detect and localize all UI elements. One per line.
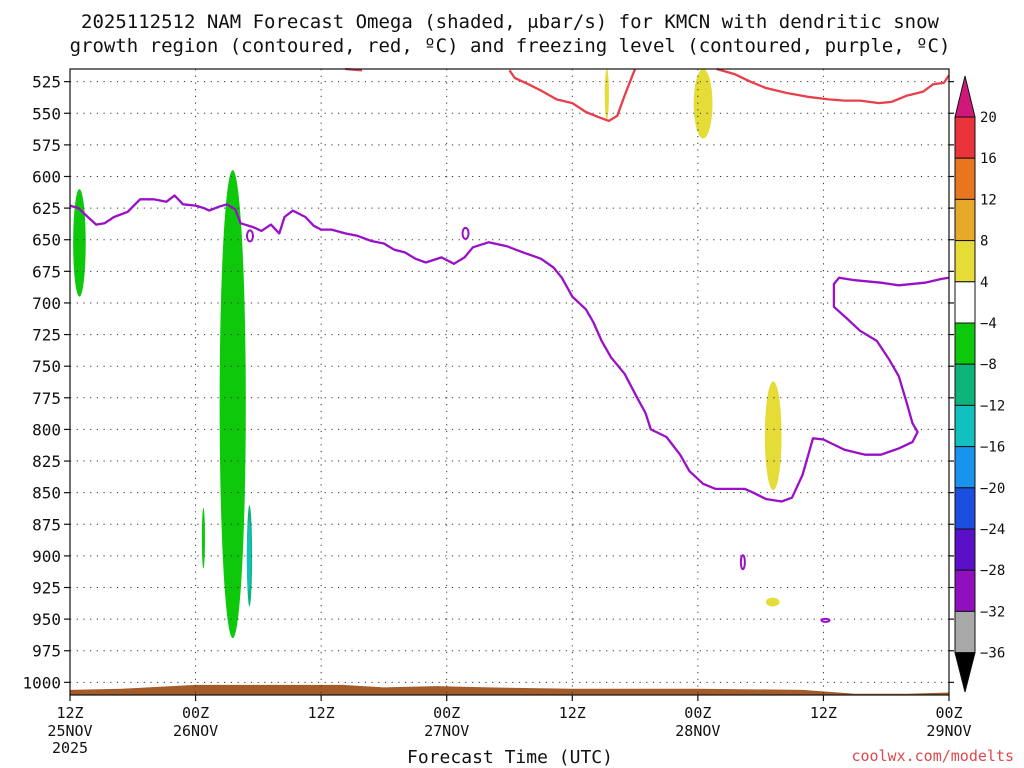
omega-region-0-2 [201,507,205,569]
y-tick-label-650: 650 [32,231,61,250]
y-tick-label-750: 750 [32,357,61,376]
watermark: coolwx.com/modelts [851,747,1014,765]
colorbar-box-5 [954,322,976,365]
y-tick-label-725: 725 [32,326,61,345]
freezing-small-contour-1 [820,617,831,623]
y-tick-label-800: 800 [32,420,61,439]
colorbar-label-3: 8 [980,234,988,250]
y-tick-label-700: 700 [32,294,61,313]
y-tick-label-975: 975 [32,642,61,661]
x-tick-date-12: 26NOV [173,722,218,740]
colorbar-label-12: −32 [980,604,1005,620]
x-tick-time-24: 12Z [308,704,335,722]
omega-region-2-0 [246,520,252,592]
x-tick-date-84: 29NOV [926,722,971,740]
y-tick-label-550: 550 [32,104,61,123]
y-tick-label-850: 850 [32,484,61,503]
colorbar-box-2 [954,198,976,242]
x-tick-time-48: 12Z [559,704,586,722]
x-tick-time-60: 00Z [684,704,711,722]
x-tick-time-36: 00Z [433,704,460,722]
colorbar-box-10 [954,528,976,571]
colorbar-label-7: −12 [980,398,1005,414]
colorbar-label-1: 16 [980,151,997,167]
y-tick-label-825: 825 [32,452,61,471]
contour-segment-1-1 [716,67,950,105]
colorbar-box-4 [954,281,976,324]
chart-title-line-1: 2025112512 NAM Forecast Omega (shaded, μ… [81,11,939,33]
gridlines [70,69,949,695]
y-tick-label-925: 925 [32,579,61,598]
omega-region-3-2 [764,381,782,491]
y-tick-label-950: 950 [32,610,61,629]
colorbar-label-5: −4 [980,316,997,332]
colorbar-top-arrow [954,75,976,118]
omega-region-0-1 [219,170,246,639]
ground-fill [70,684,949,695]
colorbar-box-0 [954,116,976,159]
colorbar-box-9 [954,487,976,530]
omega-region-3-1 [693,69,713,139]
x-tick-time-12: 00Z [182,704,209,722]
omega-region-3-0 [604,69,609,120]
colorbar-label-4: 4 [980,275,988,291]
omega-region-3-3 [765,597,780,607]
x-tick-date-36: 27NOV [424,722,469,740]
x-tick-date-60: 28NOV [675,722,720,740]
y-tick-label-1000: 1000 [22,673,61,692]
omega-shading [73,69,782,639]
y-tick-label-575: 575 [32,136,61,155]
y-tick-label-600: 600 [32,167,61,186]
colorbar-box-8 [954,446,976,489]
colorbar-label-8: −16 [980,440,1005,456]
colorbar-label-6: −8 [980,357,997,373]
contour-line-1 [508,68,637,123]
ground-surface [70,684,949,695]
contour-closed-0-0 [245,229,254,243]
colorbar-box-11 [954,569,976,612]
x-tick-time-84: 00Z [935,704,962,722]
colorbar-bottom-arrow [954,652,976,693]
colorbar-label-13: −36 [980,646,1005,662]
colorbar-box-6 [954,363,976,406]
y-tick-label-900: 900 [32,547,61,566]
chart-title-line-2: growth region (contoured, red, ºC) and f… [70,35,951,57]
colorbar-box-1 [954,157,976,200]
colorbar-label-2: 12 [980,192,997,208]
colorbar: 20 16 12 8 4 −4 −8 −12 −16 −20 −24 −28 −32 −36 [954,75,1005,693]
x-tick-year-0: 2025 [52,739,88,757]
y-tick-label-525: 525 [32,73,61,92]
colorbar-label-9: −20 [980,481,1005,497]
contours [69,67,950,623]
x-axis-label: Forecast Time (UTC) [407,747,613,768]
colorbar-label-10: −24 [980,522,1005,538]
plot-frame [69,68,950,696]
freezing-small-contour-0 [739,554,746,571]
colorbar-box-7 [954,404,976,448]
y-tick-label-625: 625 [32,199,61,218]
x-tick-time-0: 12Z [56,704,83,722]
colorbar-label-0: 20 [980,110,997,126]
x-tick-time-72: 12Z [810,704,837,722]
colorbar-label-11: −28 [980,563,1005,579]
contour-line-0 [69,194,950,503]
y-tick-label-775: 775 [32,389,61,408]
omega-region-0-0 [73,189,86,297]
colorbar-box-3 [954,240,976,283]
contour-closed-0-1 [461,226,470,240]
y-tick-label-675: 675 [32,262,61,281]
x-tick-date-0: 25NOV [47,722,92,740]
colorbar-box-12 [954,610,976,654]
y-axis: 525 550 575 600 625 650 675 700 725 750 775 800 825 8… [22,73,954,692]
y-tick-label-875: 875 [32,515,61,534]
